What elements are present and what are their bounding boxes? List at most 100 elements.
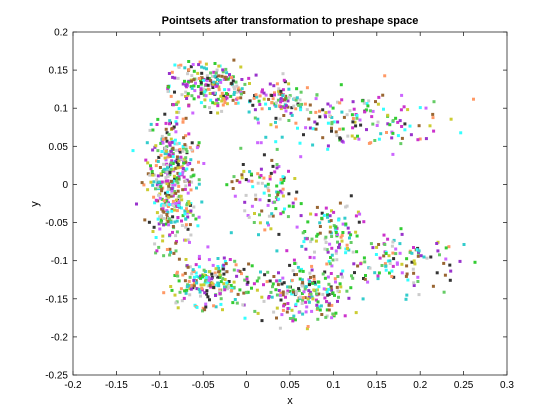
scatter-point	[281, 72, 285, 76]
scatter-point	[348, 109, 352, 113]
scatter-point	[390, 244, 394, 248]
scatter-point	[227, 280, 231, 283]
scatter-point	[320, 313, 324, 316]
scatter-point	[259, 141, 263, 145]
scatter-point	[314, 298, 318, 302]
scatter-point	[325, 248, 329, 252]
scatter-point	[336, 275, 340, 278]
scatter-point	[162, 223, 166, 227]
scatter-point	[175, 116, 179, 120]
scatter-point	[217, 270, 221, 274]
scatter-point	[285, 310, 289, 314]
scatter-point	[273, 93, 276, 97]
scatter-point	[252, 221, 256, 224]
scatter-point	[324, 206, 328, 210]
scatter-point	[275, 293, 279, 297]
scatter-point	[274, 196, 278, 199]
scatter-point	[307, 117, 311, 121]
scatter-point	[267, 199, 271, 203]
scatter-point	[152, 180, 156, 184]
scatter-point	[182, 161, 186, 165]
scatter-point	[350, 134, 354, 138]
scatter-point	[286, 215, 290, 219]
scatter-point	[403, 128, 407, 132]
scatter-point	[280, 191, 284, 195]
scatter-point	[204, 277, 208, 281]
scatter-point	[176, 274, 180, 278]
scatter-point	[428, 124, 432, 128]
scatter-point	[203, 90, 207, 94]
scatter-point	[308, 290, 312, 294]
scatter-point	[351, 117, 355, 120]
scatter-point	[238, 180, 242, 184]
scatter-point	[177, 107, 181, 111]
scatter-point	[353, 136, 357, 140]
scatter-point	[278, 326, 282, 330]
scatter-point	[164, 203, 168, 207]
scatter-point	[315, 288, 319, 292]
scatter-point	[287, 192, 291, 196]
scatter-point	[218, 275, 221, 279]
scatter-point	[186, 163, 190, 167]
scatter-point	[283, 98, 287, 102]
scatter-point	[159, 220, 163, 224]
scatter-point	[230, 180, 234, 184]
scatter-point	[391, 119, 395, 123]
scatter-point	[168, 119, 172, 123]
scatter-point	[163, 149, 166, 152]
scatter-point	[416, 280, 420, 283]
scatter-point	[181, 82, 185, 86]
scatter-point	[318, 308, 322, 312]
scatter-point	[432, 100, 436, 104]
scatter-point	[153, 242, 157, 246]
scatter-point	[239, 65, 243, 69]
scatter-point	[350, 113, 354, 117]
scatter-point	[295, 225, 299, 229]
scatter-point	[190, 141, 194, 145]
scatter-point	[262, 91, 266, 95]
scatter-point	[377, 243, 381, 246]
scatter-point	[240, 173, 244, 177]
scatter-point	[275, 147, 279, 151]
scatter-point	[197, 265, 201, 269]
scatter-point	[366, 280, 370, 284]
scatter-point	[280, 135, 284, 139]
scatter-point	[314, 97, 318, 101]
scatter-point	[293, 177, 297, 180]
scatter-point	[185, 97, 189, 100]
scatter-point	[340, 233, 344, 237]
y-tick-label: -0.2	[51, 332, 69, 343]
scatter-point	[331, 291, 335, 295]
scatter-point	[300, 292, 304, 295]
scatter-point	[179, 165, 183, 169]
scatter-point	[224, 77, 228, 81]
scatter-point	[160, 134, 164, 138]
scatter-point	[281, 293, 285, 297]
scatter-point	[301, 231, 305, 235]
scatter-point	[375, 124, 379, 127]
scatter-point	[220, 91, 224, 95]
scatter-point	[334, 225, 338, 229]
scatter-point	[191, 213, 195, 217]
scatter-point	[374, 100, 377, 104]
scatter-point	[163, 112, 167, 116]
scatter-point	[308, 280, 312, 283]
scatter-point	[175, 179, 179, 183]
scatter-point	[174, 301, 178, 305]
scatter-point	[188, 265, 192, 269]
scatter-point	[368, 266, 372, 270]
scatter-point	[329, 286, 333, 290]
scatter-point	[181, 120, 185, 124]
scatter-point	[239, 92, 243, 96]
scatter-point	[336, 100, 339, 104]
scatter-point	[247, 76, 251, 80]
scatter-point	[351, 120, 355, 124]
scatter-point	[284, 94, 288, 98]
scatter-point	[161, 234, 165, 238]
scatter-point	[171, 199, 175, 203]
scatter-point	[232, 93, 236, 96]
scatter-point	[383, 243, 387, 246]
scatter-point	[167, 184, 171, 188]
scatter-point	[213, 82, 217, 86]
scatter-point	[183, 143, 187, 147]
